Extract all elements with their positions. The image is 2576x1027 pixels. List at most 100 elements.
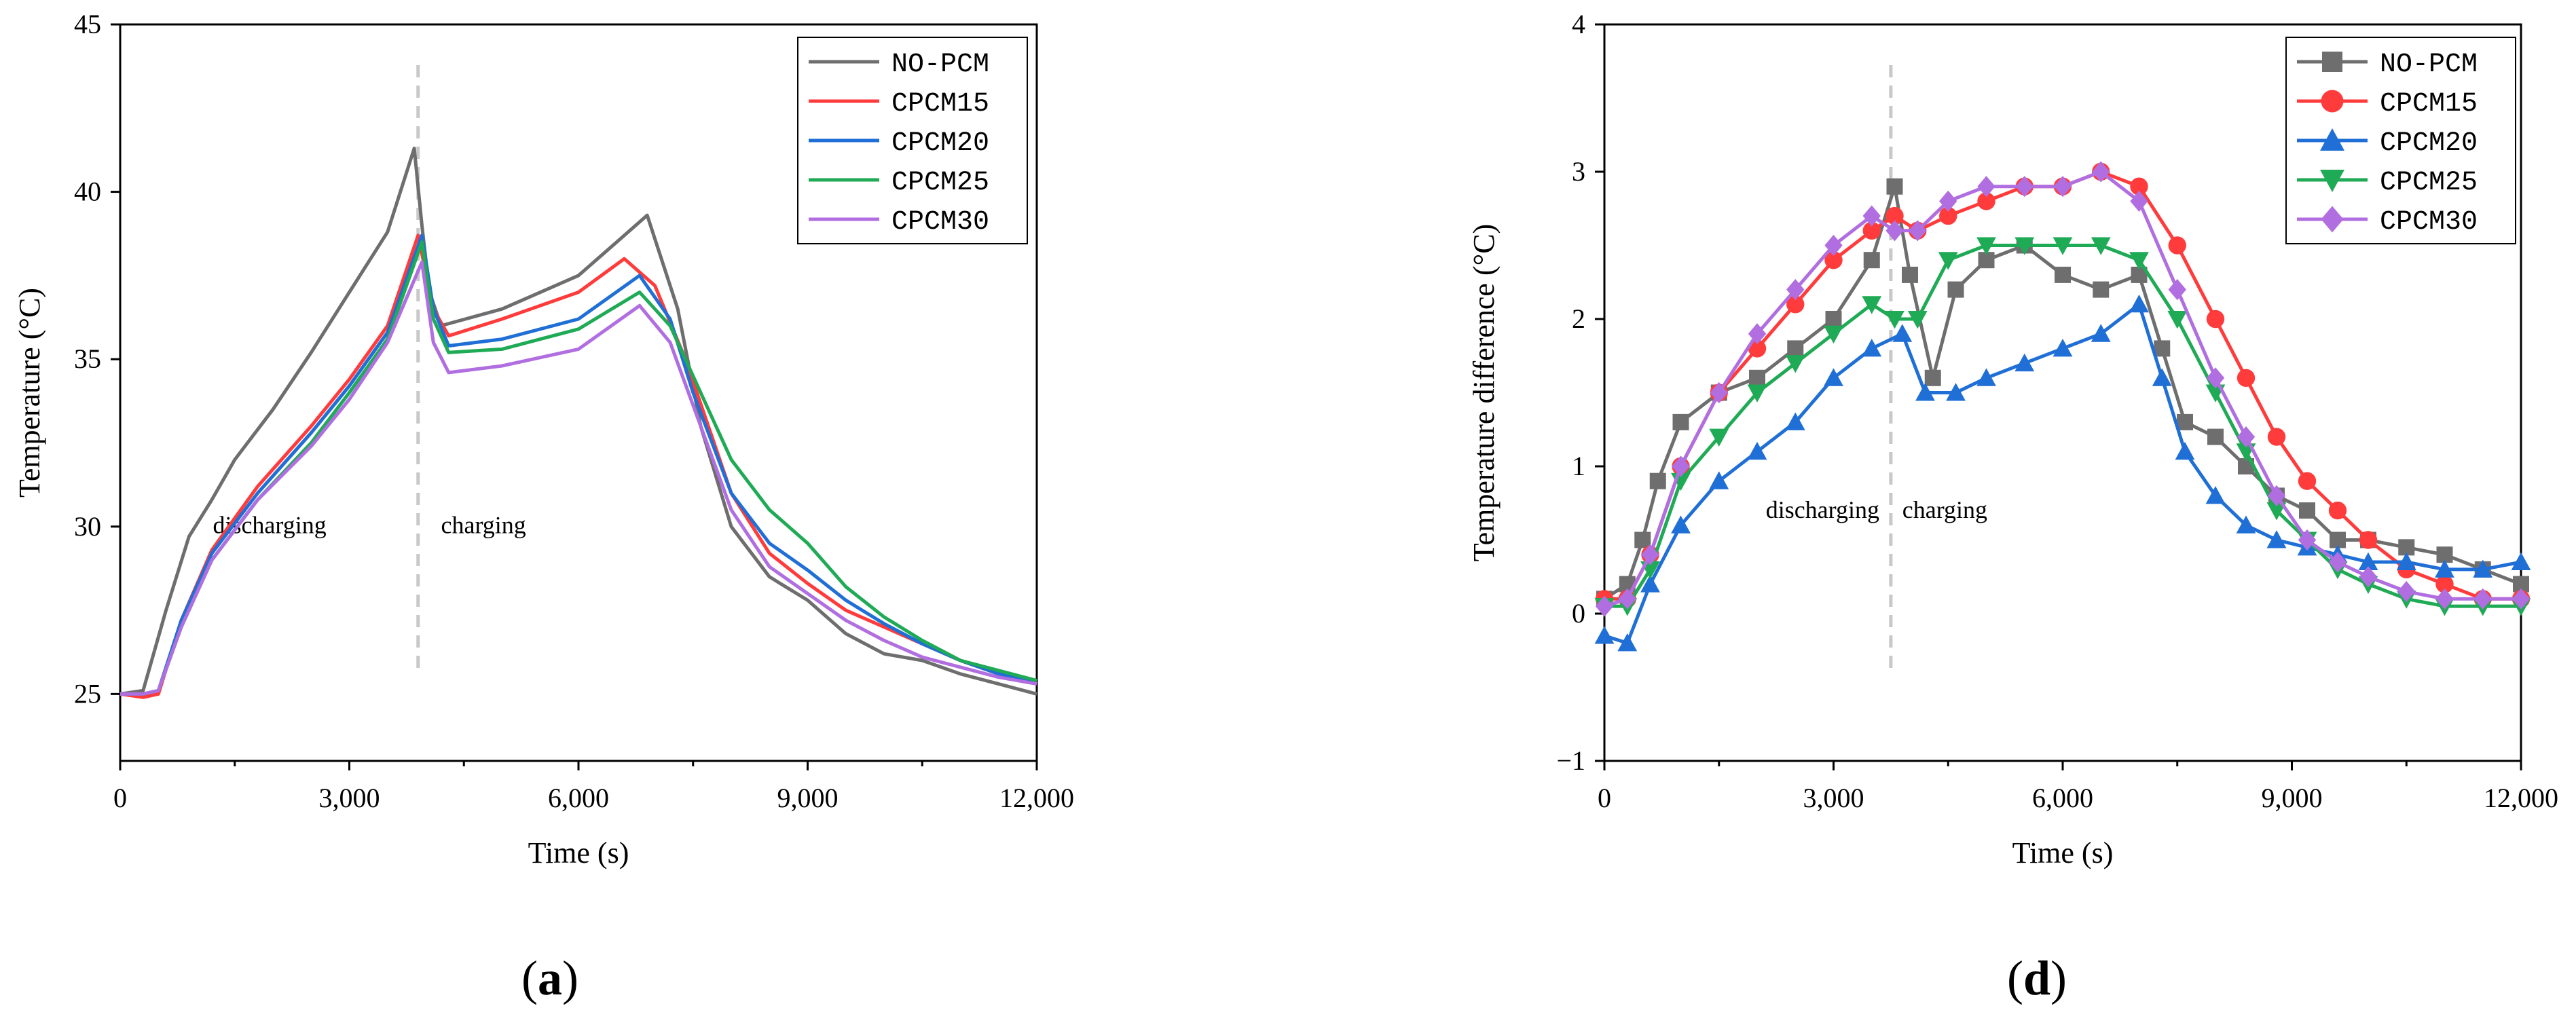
- y-tick-label: 3: [1572, 156, 1585, 187]
- legend-entry: CPCM20: [2380, 128, 2478, 159]
- series-CPCM30: [120, 260, 1037, 696]
- legend-marker: [2322, 52, 2342, 72]
- data-point: [1885, 220, 1904, 242]
- series-line: [1604, 170, 2521, 608]
- y-tick-label: 30: [74, 511, 101, 542]
- legend-entry: CPCM15: [891, 89, 989, 119]
- data-point: [1641, 544, 1659, 565]
- x-tick-label: 0: [1598, 783, 1611, 813]
- data-point: [1862, 339, 1882, 357]
- data-point: [1976, 368, 1996, 386]
- data-point: [2237, 369, 2256, 387]
- data-point: [2298, 529, 2317, 551]
- legend: NO-PCM CPCM15 CPCM20 CPCM25 CPCM30: [797, 37, 1028, 244]
- x-tick-label: 6,000: [2032, 783, 2093, 813]
- data-point: [1902, 266, 1918, 283]
- x-tick-label: 3,000: [1803, 783, 1864, 813]
- data-point: [2129, 252, 2149, 270]
- data-point: [2154, 340, 2171, 357]
- data-point: [2511, 552, 2531, 571]
- legend-entry: CPCM30: [891, 207, 989, 238]
- data-point: [2093, 281, 2110, 298]
- data-point: [2152, 368, 2172, 386]
- data-point: [2205, 486, 2226, 504]
- legend-marker: [2320, 128, 2344, 151]
- y-tick-label: 2: [1572, 303, 1585, 334]
- y-tick-label: 0: [1572, 598, 1585, 629]
- data-point: [1824, 325, 1843, 344]
- data-point: [2473, 559, 2493, 578]
- data-point: [1915, 383, 1935, 401]
- series-line: [120, 260, 1037, 696]
- data-point: [2358, 552, 2378, 571]
- y-tick-label: 45: [74, 9, 101, 39]
- data-point: [1787, 340, 1804, 357]
- data-point: [1672, 455, 1690, 477]
- data-point: [2298, 472, 2317, 490]
- data-point: [1785, 412, 1805, 430]
- data-point: [1886, 178, 1903, 195]
- chart-panel-1: 0 3,000 6,000 9,000 12,000 25 30 35 40 45 Time (s)…: [13, 9, 1074, 1005]
- data-point: [2267, 485, 2286, 506]
- phase-label-charging: charging: [1902, 496, 1987, 523]
- data-point: [2206, 310, 2225, 329]
- data-point: [2168, 236, 2186, 255]
- data-point: [1977, 192, 1995, 210]
- data-point: [1748, 323, 1767, 345]
- data-point: [2328, 501, 2347, 520]
- data-point: [2091, 237, 2111, 255]
- data-point: [1824, 251, 1843, 269]
- data-point: [1786, 295, 1805, 314]
- data-point: [2236, 515, 2256, 534]
- data-point: [2130, 190, 2148, 212]
- data-point: [1709, 471, 1729, 489]
- data-point: [1594, 626, 1615, 644]
- legend-entry: CPCM25: [891, 168, 989, 198]
- series-CPCM20: [1594, 294, 2531, 652]
- series-CPCM25: [120, 240, 1037, 696]
- data-point: [2473, 588, 2492, 610]
- data-point: [1939, 206, 1957, 225]
- data-point: [1710, 381, 1728, 404]
- data-point: [2328, 551, 2347, 573]
- data-point: [2359, 531, 2378, 549]
- series-line: [119, 147, 1037, 696]
- data-point: [1649, 472, 1666, 489]
- y-tick-label: 25: [74, 678, 101, 709]
- y-tick-label: 35: [74, 343, 101, 374]
- data-point: [2266, 530, 2287, 548]
- series-line: [119, 234, 1037, 699]
- data-point: [1640, 574, 1660, 593]
- data-point: [2435, 588, 2454, 610]
- data-point: [1939, 190, 1957, 212]
- data-point: [1747, 441, 1767, 460]
- data-point: [2053, 176, 2072, 198]
- data-point: [2055, 266, 2071, 283]
- data-point: [1634, 531, 1651, 548]
- data-point: [1617, 633, 1638, 652]
- data-point: [2130, 177, 2148, 195]
- panel-label: (d): [2007, 951, 2067, 1005]
- data-point: [1938, 252, 1958, 270]
- legend-marker: [2321, 90, 2344, 113]
- data-point: [1824, 234, 1843, 257]
- legend-entry: CPCM20: [891, 128, 989, 159]
- data-point: [2397, 580, 2416, 603]
- data-point: [2092, 161, 2110, 183]
- legend-entry: CPCM15: [2380, 89, 2478, 119]
- x-tick-label: 3,000: [319, 783, 380, 813]
- data-point: [1671, 515, 1691, 534]
- data-point: [1946, 383, 1966, 401]
- data-point: [1862, 205, 1881, 227]
- series-line: [120, 240, 1037, 696]
- data-point: [1749, 369, 1765, 386]
- x-tick-label: 12,000: [999, 783, 1074, 813]
- x-tick-label: 9,000: [777, 783, 839, 813]
- data-point: [1885, 206, 1904, 225]
- legend-entry: NO-PCM: [2380, 50, 2478, 80]
- data-point: [2053, 237, 2073, 255]
- data-point: [2015, 176, 2034, 198]
- data-point: [2053, 339, 2073, 357]
- data-point: [1947, 281, 1964, 298]
